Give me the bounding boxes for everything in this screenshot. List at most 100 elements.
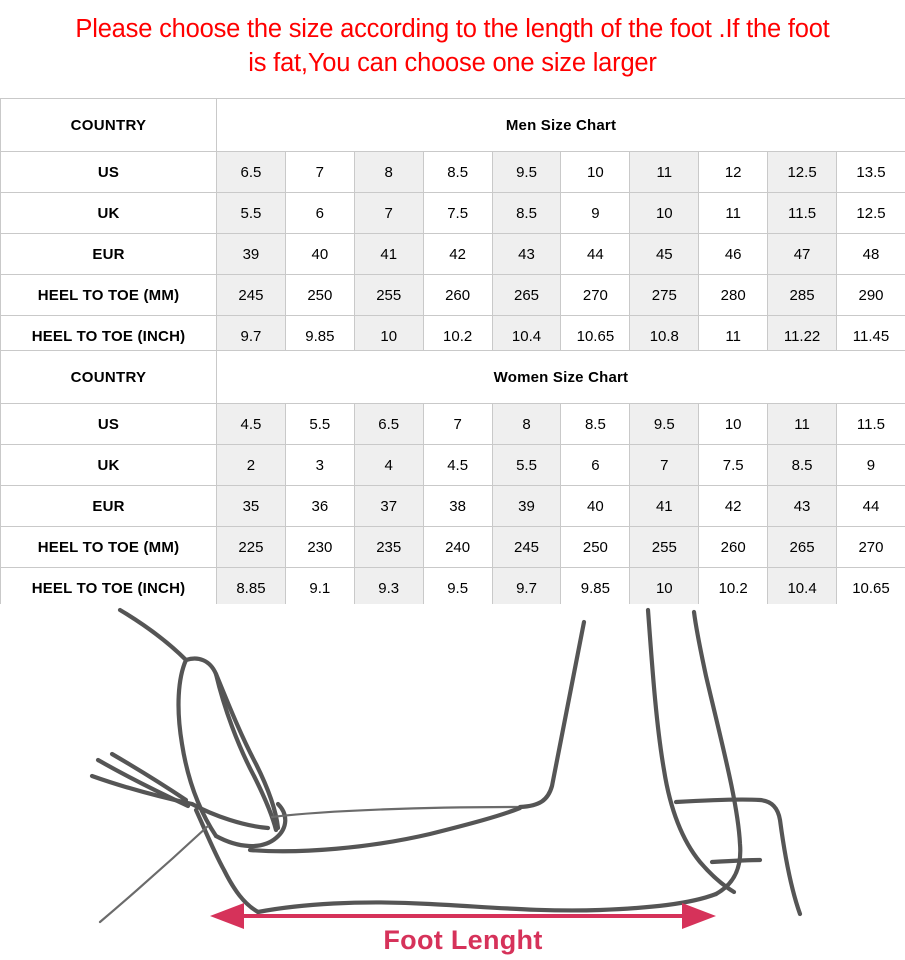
- size-cell: 9.85: [560, 567, 631, 609]
- men-title-row: COUNTRY Men Size Chart: [0, 98, 905, 152]
- table-row: US 4.5 5.5 6.5 7 8 8.5 9.5 10 11 11.5: [0, 403, 905, 445]
- size-cell: 275: [629, 274, 700, 316]
- size-cell: 7: [284, 151, 355, 193]
- size-cell: 44: [836, 485, 905, 527]
- table-row: UK 5.5 6 7 7.5 8.5 9 10 11 11.5 12.5: [0, 192, 905, 234]
- size-cell: 7.5: [698, 444, 769, 486]
- size-cell: 8: [353, 151, 424, 193]
- size-cell: 5.5: [216, 192, 286, 234]
- men-row-label: EUR: [0, 233, 217, 275]
- size-cell: 255: [353, 274, 424, 316]
- size-cell: 6: [560, 444, 631, 486]
- size-cell: 7.5: [422, 192, 493, 234]
- size-cell: 10: [698, 403, 769, 445]
- size-cell: 11.5: [836, 403, 905, 445]
- men-row-label: UK: [0, 192, 217, 234]
- table-row: EUR 39 40 41 42 43 44 45 46 47 48: [0, 233, 905, 275]
- size-cell: 9.3: [353, 567, 424, 609]
- size-cell: 12.5: [836, 192, 905, 234]
- size-cell: 47: [767, 233, 838, 275]
- women-row-label: HEEL TO TOE (INCH): [0, 567, 217, 609]
- table-row: HEEL TO TOE (MM) 245 250 255 260 265 270 275 280…: [0, 274, 905, 316]
- size-cell: 10.4: [767, 567, 838, 609]
- size-cell: 285: [767, 274, 838, 316]
- size-cell: 10: [560, 151, 631, 193]
- size-cell: 40: [560, 485, 631, 527]
- size-cell: 8.5: [491, 192, 562, 234]
- size-cell: 270: [836, 526, 905, 568]
- size-cell: 39: [216, 233, 286, 275]
- men-country-header: COUNTRY: [0, 98, 217, 152]
- table-row: HEEL TO TOE (MM) 225 230 235 240 245 250 255 260…: [0, 526, 905, 568]
- size-cell: 240: [422, 526, 493, 568]
- women-row-label: US: [0, 403, 217, 445]
- size-cell: 10: [629, 567, 700, 609]
- size-cell: 11: [698, 192, 769, 234]
- size-cell: 46: [698, 233, 769, 275]
- size-cell: 270: [560, 274, 631, 316]
- women-row-label: HEEL TO TOE (MM): [0, 526, 217, 568]
- size-cell: 8.5: [767, 444, 838, 486]
- size-cell: 4: [353, 444, 424, 486]
- women-row-label: UK: [0, 444, 217, 486]
- size-cell: 11: [767, 403, 838, 445]
- size-cell: 48: [836, 233, 905, 275]
- size-cell: 12.5: [767, 151, 838, 193]
- size-cell: 5.5: [491, 444, 562, 486]
- table-row: US 6.5 7 8 8.5 9.5 10 11 12 12.5 13.5: [0, 151, 905, 193]
- size-cell: 6: [284, 192, 355, 234]
- men-chart-title: Men Size Chart: [216, 98, 905, 152]
- size-cell: 10.2: [698, 567, 769, 609]
- size-cell: 280: [698, 274, 769, 316]
- foot-length-diagram: Foot Lenght: [0, 604, 905, 960]
- men-size-chart-table: COUNTRY Men Size Chart US 6.5 7 8 8.5 9.5 10 11 12…: [0, 98, 905, 357]
- size-cell: 230: [284, 526, 355, 568]
- size-cell: 245: [216, 274, 286, 316]
- men-row-label: HEEL TO TOE (MM): [0, 274, 217, 316]
- table-row: HEEL TO TOE (INCH) 8.85 9.1 9.3 9.5 9.7 9.85 10…: [0, 567, 905, 609]
- size-cell: 9.5: [491, 151, 562, 193]
- size-cell: 41: [629, 485, 700, 527]
- size-cell: 4.5: [422, 444, 493, 486]
- size-cell: 8.85: [216, 567, 286, 609]
- men-table-body: COUNTRY Men Size Chart US 6.5 7 8 8.5 9.5 10 11 12…: [0, 98, 905, 357]
- size-cell: 265: [767, 526, 838, 568]
- size-cell: 9.5: [422, 567, 493, 609]
- size-cell: 5.5: [284, 403, 355, 445]
- size-cell: 10: [629, 192, 700, 234]
- size-cell: 6.5: [353, 403, 424, 445]
- size-cell: 255: [629, 526, 700, 568]
- foot-length-label: Foot Lenght: [383, 925, 542, 955]
- size-cell: 40: [284, 233, 355, 275]
- size-cell: 37: [353, 485, 424, 527]
- women-chart-title: Women Size Chart: [216, 350, 905, 404]
- size-cell: 9.5: [629, 403, 700, 445]
- size-cell: 3: [284, 444, 355, 486]
- size-cell: 250: [284, 274, 355, 316]
- size-cell: 8: [491, 403, 562, 445]
- size-cell: 43: [491, 233, 562, 275]
- size-cell: 8.5: [422, 151, 493, 193]
- table-row: EUR 35 36 37 38 39 40 41 42 43 44: [0, 485, 905, 527]
- women-size-chart-table: COUNTRY Women Size Chart US 4.5 5.5 6.5 7 8 8.5 9…: [0, 350, 905, 609]
- size-cell: 13.5: [836, 151, 905, 193]
- size-cell: 260: [422, 274, 493, 316]
- size-cell: 7: [422, 403, 493, 445]
- size-cell: 12: [698, 151, 769, 193]
- men-row-label: US: [0, 151, 217, 193]
- size-cell: 41: [353, 233, 424, 275]
- size-cell: 44: [560, 233, 631, 275]
- size-cell: 42: [422, 233, 493, 275]
- size-cell: 6.5: [216, 151, 286, 193]
- size-cell: 9.1: [284, 567, 355, 609]
- women-row-label: EUR: [0, 485, 217, 527]
- size-cell: 38: [422, 485, 493, 527]
- size-cell: 42: [698, 485, 769, 527]
- size-cell: 2: [216, 444, 286, 486]
- size-cell: 36: [284, 485, 355, 527]
- size-cell: 39: [491, 485, 562, 527]
- size-cell: 4.5: [216, 403, 286, 445]
- size-cell: 8.5: [560, 403, 631, 445]
- size-cell: 265: [491, 274, 562, 316]
